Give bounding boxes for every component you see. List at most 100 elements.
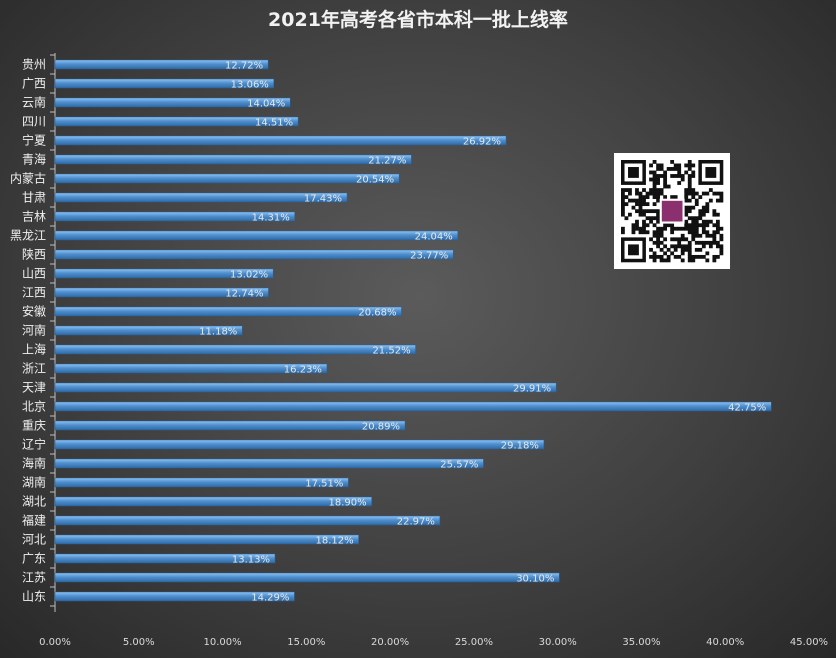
- qr-code-icon: [614, 153, 730, 269]
- bar: [54, 344, 416, 355]
- x-tick-label: 20.00%: [371, 637, 409, 648]
- category-label: 江西: [22, 286, 46, 300]
- data-label: 25.57%: [440, 460, 478, 471]
- category-label: 辽宁: [22, 437, 46, 452]
- category-label: 天津: [22, 381, 46, 395]
- data-label: 21.27%: [368, 156, 406, 167]
- bars-layer: [54, 59, 772, 602]
- data-label: 14.04%: [247, 99, 285, 110]
- category-label: 贵州: [22, 58, 46, 72]
- x-tick-label: 45.00%: [790, 637, 828, 648]
- category-label: 山东: [22, 590, 46, 604]
- bar: [54, 439, 545, 450]
- bar: [54, 401, 772, 412]
- bar: [54, 572, 560, 583]
- category-label: 云南: [22, 95, 46, 110]
- data-label: 11.18%: [199, 327, 237, 338]
- bar: [54, 97, 291, 108]
- bar: [54, 553, 276, 564]
- bar: [54, 420, 406, 431]
- bar: [54, 116, 299, 127]
- bar: [54, 325, 243, 336]
- category-label: 重庆: [22, 419, 46, 433]
- category-label: 黑龙江: [10, 229, 46, 243]
- bar: [54, 211, 296, 222]
- data-label: 29.91%: [513, 384, 551, 395]
- bar: [54, 534, 359, 545]
- bar: [54, 306, 402, 317]
- bar: [54, 591, 295, 602]
- data-label: 21.52%: [372, 346, 410, 357]
- bar: [54, 363, 328, 374]
- data-label: 42.75%: [728, 403, 766, 414]
- data-label: 23.77%: [410, 251, 448, 262]
- category-label: 河南: [22, 323, 46, 338]
- category-label: 宁夏: [22, 133, 46, 148]
- category-label: 河北: [22, 533, 46, 547]
- bar: [54, 230, 459, 241]
- category-label: 湖北: [22, 494, 46, 509]
- bar: [54, 154, 412, 165]
- bar: [54, 135, 507, 146]
- data-label: 22.97%: [397, 517, 435, 528]
- qr-code-pattern: [621, 160, 724, 263]
- x-tick-label: 40.00%: [706, 637, 744, 648]
- data-label: 14.51%: [255, 118, 293, 129]
- data-label: 24.04%: [415, 232, 453, 243]
- category-label: 浙江: [22, 362, 46, 376]
- bar: [54, 249, 454, 260]
- data-label: 17.43%: [304, 194, 342, 205]
- x-tick-label: 5.00%: [123, 637, 155, 648]
- data-label: 12.74%: [225, 289, 263, 300]
- category-label: 广西: [22, 77, 46, 91]
- category-label: 甘肃: [22, 191, 46, 205]
- category-label: 青海: [22, 152, 46, 167]
- bar: [54, 59, 269, 70]
- x-tick-label: 15.00%: [287, 637, 325, 648]
- data-label: 20.68%: [358, 308, 396, 319]
- chart-title: 2021年高考各省市本科一批上线率: [268, 8, 568, 31]
- axis-layer: 0.00% 5.00% 10.00% 15.00% 20.00% 25.00% 30.00%…: [39, 53, 828, 648]
- data-label: 12.72%: [225, 61, 263, 72]
- category-label: 北京: [22, 400, 46, 414]
- data-label: 13.02%: [230, 270, 268, 281]
- data-label: 17.51%: [305, 479, 343, 490]
- category-label: 内蒙古: [10, 171, 46, 186]
- labels-layer: 贵州 12.72% 广西 13.06% 云南 14.04% 四川 14.51% 宁夏 26.92%…: [10, 58, 766, 604]
- data-label: 14.29%: [251, 593, 289, 604]
- data-label: 16.23%: [284, 365, 322, 376]
- data-label: 18.90%: [329, 498, 367, 509]
- data-label: 14.31%: [252, 213, 290, 224]
- category-label: 上海: [22, 342, 46, 357]
- bar: [54, 287, 269, 298]
- category-label: 吉林: [22, 210, 46, 224]
- category-label: 江苏: [22, 571, 46, 585]
- x-tick-label: 10.00%: [203, 637, 241, 648]
- bar: [54, 268, 274, 279]
- category-label: 四川: [22, 115, 46, 129]
- x-tick-label: 25.00%: [455, 637, 493, 648]
- bar: [54, 458, 484, 469]
- data-label: 13.06%: [231, 80, 269, 91]
- x-tick-label: 30.00%: [539, 637, 577, 648]
- x-tick-label: 35.00%: [622, 637, 660, 648]
- category-label: 山西: [22, 267, 46, 281]
- category-label: 海南: [22, 456, 46, 471]
- data-label: 26.92%: [463, 137, 501, 148]
- category-label: 安徽: [22, 304, 46, 319]
- data-label: 13.13%: [232, 555, 270, 566]
- data-label: 29.18%: [501, 441, 539, 452]
- category-label: 广东: [22, 552, 46, 566]
- bar: [54, 496, 372, 507]
- bar: [54, 515, 441, 526]
- category-label: 湖南: [22, 475, 46, 490]
- data-label: 20.89%: [362, 422, 400, 433]
- data-label: 30.10%: [516, 574, 554, 585]
- bar: [54, 192, 348, 203]
- bar: [54, 382, 557, 393]
- bar: [54, 173, 400, 184]
- category-label: 福建: [22, 513, 46, 528]
- bar: [54, 477, 349, 488]
